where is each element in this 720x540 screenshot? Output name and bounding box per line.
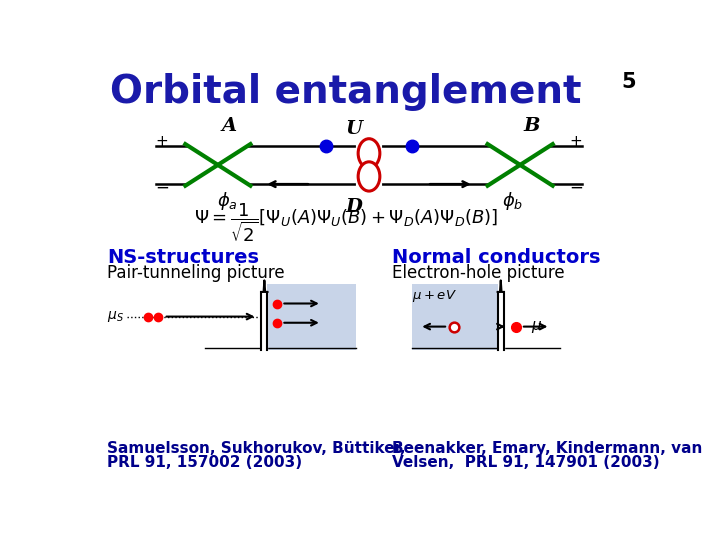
Text: −: −: [155, 178, 169, 196]
Text: $\phi_b$: $\phi_b$: [502, 190, 523, 212]
Text: $\mu_S$: $\mu_S$: [107, 309, 124, 324]
Text: Normal conductors: Normal conductors: [392, 248, 600, 267]
Bar: [490, 144, 549, 186]
Text: 5: 5: [621, 72, 636, 92]
Text: U: U: [345, 120, 362, 138]
Text: B: B: [523, 117, 540, 136]
Text: $\mu$: $\mu$: [531, 319, 542, 335]
Text: A: A: [222, 117, 237, 136]
Bar: [266, 284, 356, 350]
Text: Beenakker, Emary, Kindermann, van: Beenakker, Emary, Kindermann, van: [392, 441, 703, 456]
Text: D: D: [345, 198, 362, 216]
Polygon shape: [261, 292, 267, 350]
Text: Electron-hole picture: Electron-hole picture: [392, 264, 565, 282]
Text: +: +: [570, 134, 582, 149]
Bar: [412, 284, 498, 350]
Polygon shape: [498, 292, 504, 350]
Text: $\Psi = \dfrac{1}{\sqrt{2}}[\Psi_U(A)\Psi_U(B) + \Psi_D(A)\Psi_D(B)]$: $\Psi = \dfrac{1}{\sqrt{2}}[\Psi_U(A)\Ps…: [194, 201, 498, 244]
Text: +: +: [156, 134, 168, 149]
Text: $\mu + eV$: $\mu + eV$: [412, 288, 456, 304]
Ellipse shape: [358, 139, 380, 168]
Text: Velsen,  PRL 91, 147901 (2003): Velsen, PRL 91, 147901 (2003): [392, 455, 660, 470]
Text: −: −: [569, 178, 583, 196]
Text: NS-structures: NS-structures: [107, 248, 259, 267]
Text: Pair-tunneling picture: Pair-tunneling picture: [107, 264, 284, 282]
Ellipse shape: [358, 162, 380, 191]
Bar: [189, 144, 248, 186]
Text: Samuelsson, Sukhorukov, Büttiker,: Samuelsson, Sukhorukov, Büttiker,: [107, 441, 405, 456]
Text: Orbital entanglement: Orbital entanglement: [110, 73, 582, 111]
Text: $\phi_a$: $\phi_a$: [217, 190, 238, 212]
Text: PRL 91, 157002 (2003): PRL 91, 157002 (2003): [107, 455, 302, 470]
